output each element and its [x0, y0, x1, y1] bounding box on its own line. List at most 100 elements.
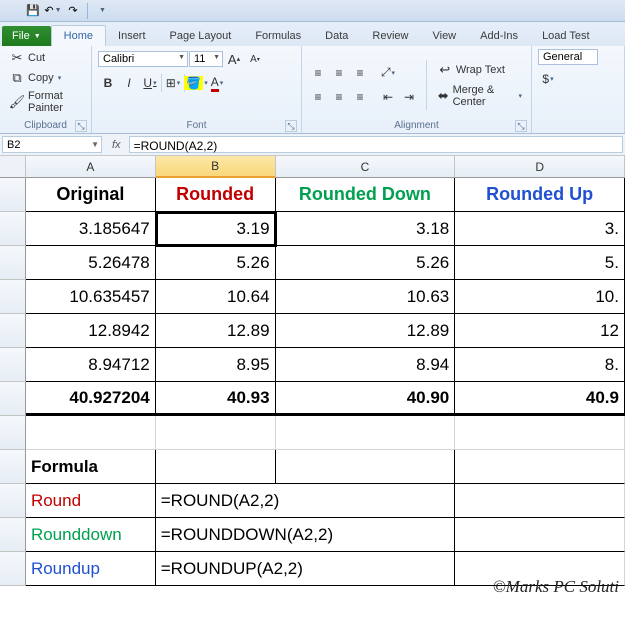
row-header[interactable] [0, 382, 26, 416]
tab-review[interactable]: Review [360, 26, 420, 46]
underline-button[interactable]: U▾ [140, 73, 160, 93]
tab-insert[interactable]: Insert [106, 26, 158, 46]
cell[interactable] [156, 416, 276, 450]
tab-file[interactable]: File ▼ [2, 26, 51, 46]
tab-formulas[interactable]: Formulas [243, 26, 313, 46]
cell[interactable] [276, 450, 456, 484]
tab-home[interactable]: Home [51, 25, 106, 46]
cell[interactable]: Round [26, 484, 156, 518]
dialog-launcher-icon[interactable]: ⤡ [285, 120, 297, 132]
copy-button[interactable]: ⧉ Copy▾ [6, 69, 85, 87]
bold-button[interactable]: B [98, 73, 118, 93]
fill-color-button[interactable]: 🪣▾ [186, 73, 206, 93]
cell[interactable]: 8.94 [276, 348, 456, 382]
cell[interactable]: 5.26 [276, 246, 456, 280]
currency-button[interactable]: $▾ [538, 69, 558, 89]
cell[interactable] [26, 416, 156, 450]
dialog-launcher-icon[interactable]: ⤡ [75, 120, 87, 132]
number-format-combo[interactable]: General [538, 49, 598, 65]
cell[interactable]: =ROUNDDOWN(A2,2) [156, 518, 456, 552]
row-header[interactable] [0, 518, 26, 552]
cell[interactable]: 10.635457 [26, 280, 156, 314]
formula-input[interactable]: =ROUND(A2,2) [129, 136, 623, 153]
cell[interactable]: 8. [455, 348, 625, 382]
qat-customize-icon[interactable]: ▼ [94, 3, 110, 19]
cell[interactable]: 40.9 [455, 382, 625, 416]
align-right-icon[interactable]: ≡ [350, 87, 370, 107]
font-name-combo[interactable]: Calibri▼ [98, 51, 188, 67]
align-middle-icon[interactable]: ≡ [329, 63, 349, 83]
cell[interactable]: Rounddown [26, 518, 156, 552]
cell[interactable] [455, 450, 625, 484]
name-box[interactable]: B2▼ [2, 136, 102, 153]
borders-button[interactable]: ⊞▾ [163, 73, 183, 93]
row-header[interactable] [0, 314, 26, 348]
cell[interactable]: Formula [26, 450, 156, 484]
font-size-combo[interactable]: 11▼ [189, 51, 223, 67]
font-color-button[interactable]: A▾ [207, 73, 227, 93]
cell[interactable]: 12 [455, 314, 625, 348]
col-header-c[interactable]: C [276, 156, 456, 178]
orientation-icon[interactable]: ⤢▾ [378, 63, 398, 83]
cell[interactable]: 40.927204 [26, 382, 156, 416]
align-center-icon[interactable]: ≡ [329, 87, 349, 107]
col-header-b[interactable]: B [156, 156, 276, 178]
tab-loadtest[interactable]: Load Test [530, 26, 602, 46]
undo-icon[interactable]: ↶▼ [45, 3, 61, 19]
fx-icon[interactable]: fx [112, 139, 121, 151]
align-left-icon[interactable]: ≡ [308, 87, 328, 107]
cell[interactable]: 8.94712 [26, 348, 156, 382]
row-header[interactable] [0, 348, 26, 382]
merge-center-button[interactable]: ⬌ Merge & Center▾ [434, 83, 525, 109]
cell[interactable]: Rounded [156, 178, 276, 212]
cell[interactable]: Original [26, 178, 156, 212]
cell[interactable]: =ROUNDUP(A2,2) [156, 552, 456, 586]
row-header[interactable] [0, 212, 26, 246]
decrease-indent-icon[interactable]: ⇤ [378, 87, 398, 107]
cell[interactable]: 8.95 [156, 348, 276, 382]
cell-selected[interactable]: 3.19 [156, 212, 276, 246]
tab-page-layout[interactable]: Page Layout [158, 26, 244, 46]
cell[interactable] [455, 416, 625, 450]
cell[interactable]: 12.89 [156, 314, 276, 348]
row-header[interactable] [0, 280, 26, 314]
cell[interactable]: 40.90 [276, 382, 456, 416]
cell[interactable]: Roundup [26, 552, 156, 586]
grow-font-icon[interactable]: A▴ [224, 49, 244, 69]
row-header[interactable] [0, 450, 26, 484]
cell[interactable]: Rounded Down [276, 178, 456, 212]
cell[interactable]: 10. [455, 280, 625, 314]
row-header[interactable] [0, 416, 26, 450]
select-all-corner[interactable] [0, 156, 26, 178]
cell[interactable]: 40.93 [156, 382, 276, 416]
align-bottom-icon[interactable]: ≡ [350, 63, 370, 83]
row-header[interactable] [0, 178, 26, 212]
dialog-launcher-icon[interactable]: ⤡ [515, 120, 527, 132]
cell[interactable] [276, 416, 456, 450]
redo-icon[interactable]: ↷ [65, 3, 81, 19]
italic-button[interactable]: I [119, 73, 139, 93]
cell[interactable]: 10.63 [276, 280, 456, 314]
row-header[interactable] [0, 246, 26, 280]
format-painter-button[interactable]: 🖌 Format Painter [6, 89, 85, 115]
cell[interactable]: 5. [455, 246, 625, 280]
cell[interactable]: 12.8942 [26, 314, 156, 348]
row-header[interactable] [0, 552, 26, 586]
cell[interactable] [455, 484, 625, 518]
cell[interactable]: 12.89 [276, 314, 456, 348]
tab-addins[interactable]: Add-Ins [468, 26, 530, 46]
cell[interactable] [156, 450, 276, 484]
cell[interactable]: 3. [455, 212, 625, 246]
cell[interactable]: 3.185647 [26, 212, 156, 246]
tab-data[interactable]: Data [313, 26, 360, 46]
cell[interactable]: 5.26478 [26, 246, 156, 280]
row-header[interactable] [0, 484, 26, 518]
tab-view[interactable]: View [420, 26, 468, 46]
cut-button[interactable]: ✂ Cut [6, 49, 85, 67]
cell[interactable]: 3.18 [276, 212, 456, 246]
cell[interactable]: Rounded Up [455, 178, 625, 212]
cell[interactable]: 10.64 [156, 280, 276, 314]
cell[interactable]: 5.26 [156, 246, 276, 280]
cell[interactable] [455, 518, 625, 552]
col-header-a[interactable]: A [26, 156, 156, 178]
